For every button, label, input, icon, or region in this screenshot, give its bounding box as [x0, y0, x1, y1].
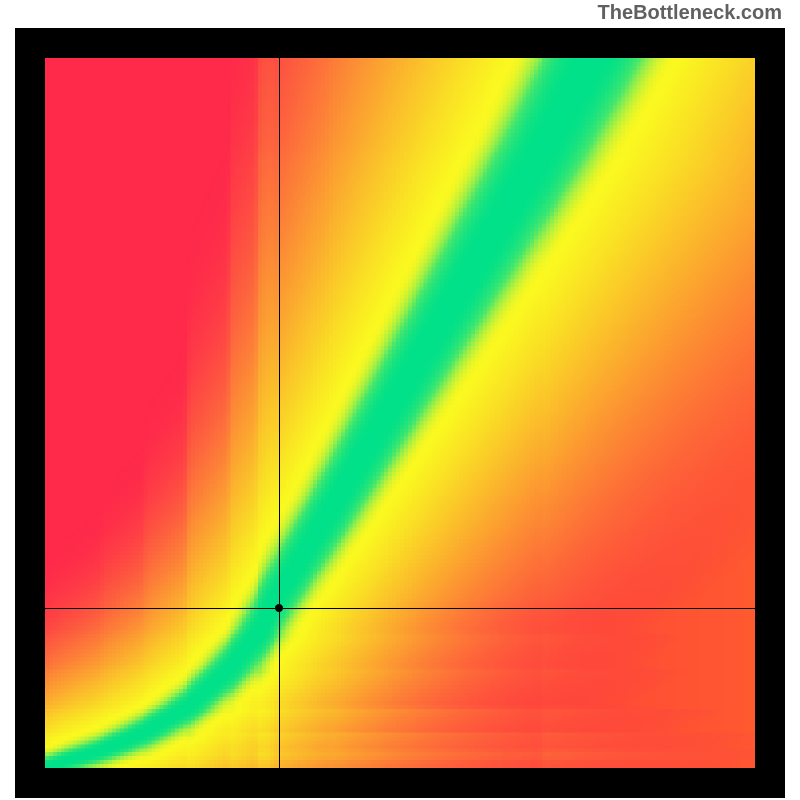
plot-frame	[15, 28, 785, 798]
bottleneck-heatmap	[45, 58, 755, 768]
crosshair-horizontal	[45, 608, 755, 609]
crosshair-marker	[275, 604, 283, 612]
attribution-text: TheBottleneck.com	[598, 2, 782, 25]
crosshair-vertical	[279, 58, 280, 768]
